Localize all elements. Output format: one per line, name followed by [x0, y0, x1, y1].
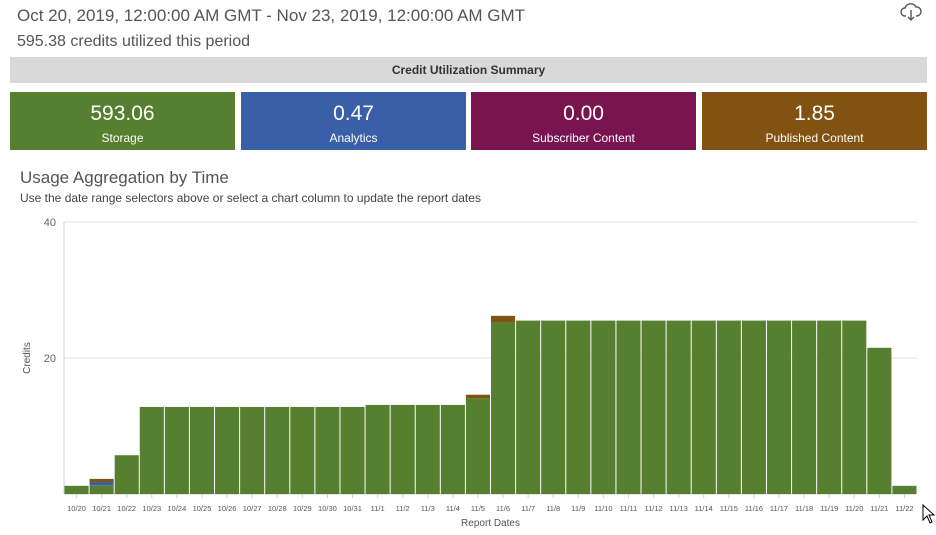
subscriber-content-tile[interactable]: 0.00 Subscriber Content	[471, 92, 696, 150]
bar-storage	[415, 404, 440, 494]
bar-published-content	[89, 478, 114, 482]
x-tick-label: 10/31	[343, 504, 362, 513]
bar-published-content	[465, 394, 490, 399]
credit-utilization-summary-header: Credit Utilization Summary	[10, 57, 927, 83]
x-tick-label: 11/10	[594, 504, 612, 513]
bar-storage	[867, 347, 892, 494]
x-tick-label: 11/2	[396, 504, 410, 513]
x-tick-label: 10/28	[268, 504, 287, 513]
published-content-tile[interactable]: 1.85 Published Content	[702, 92, 927, 150]
bar-storage	[440, 404, 465, 494]
bar-storage	[89, 485, 114, 494]
analytics-label: Analytics	[329, 131, 378, 145]
x-tick-label: 11/22	[895, 504, 913, 513]
bar-storage	[541, 320, 566, 494]
bar-storage	[164, 406, 189, 494]
bar-storage	[315, 406, 340, 494]
storage-tile[interactable]: 593.06 Storage	[10, 92, 235, 150]
storage-label: Storage	[101, 131, 144, 145]
bar-storage	[265, 406, 290, 494]
published-content-label: Published Content	[765, 131, 864, 145]
bar-storage	[842, 320, 867, 494]
analytics-tile[interactable]: 0.47 Analytics	[241, 92, 466, 150]
subscriber-content-value: 0.00	[563, 102, 604, 125]
bar-storage	[741, 320, 766, 494]
bar-storage	[817, 320, 842, 494]
x-tick-label: 11/19	[820, 504, 838, 513]
x-tick-label: 11/13	[670, 504, 688, 513]
bar-storage	[465, 398, 490, 494]
x-tick-label: 11/4	[446, 504, 460, 513]
bar-storage	[390, 404, 415, 494]
x-tick-label: 11/20	[845, 504, 863, 513]
bar-analytics	[89, 481, 114, 486]
bar-storage	[365, 404, 390, 494]
bar-storage	[290, 406, 315, 494]
x-tick-label: 11/1	[371, 504, 385, 513]
bar-storage	[716, 320, 741, 494]
x-tick-label: 11/6	[496, 504, 510, 513]
x-tick-label: 11/21	[870, 504, 888, 513]
x-tick-label: 11/9	[571, 504, 585, 513]
x-tick-label: 11/5	[471, 504, 485, 513]
bar-storage	[641, 320, 666, 494]
x-tick-label: 11/17	[770, 504, 788, 513]
credits-utilized-text: 595.38 credits utilized this period	[17, 33, 251, 50]
x-tick-label: 11/11	[620, 504, 638, 513]
bar-storage	[516, 320, 541, 494]
x-tick-label: 11/16	[745, 504, 763, 513]
x-axis-label: Report Dates	[461, 518, 520, 529]
bar-storage	[666, 320, 691, 494]
x-tick-label: 11/15	[720, 504, 738, 513]
x-tick-label: 10/26	[218, 504, 237, 513]
bar-storage	[766, 320, 792, 494]
bar-storage	[616, 320, 641, 494]
x-tick-label: 11/8	[546, 504, 560, 513]
bar-storage	[591, 320, 616, 494]
y-axis-label: Credits	[22, 342, 33, 374]
bar-storage	[340, 406, 365, 494]
mouse-pointer-icon	[922, 503, 936, 529]
x-tick-label: 11/14	[695, 504, 713, 513]
x-tick-label: 10/27	[243, 504, 262, 513]
x-tick-label: 10/20	[67, 504, 86, 513]
report-date-range: Oct 20, 2019, 12:00:00 AM GMT - Nov 23, …	[17, 6, 526, 25]
x-tick-label: 10/21	[92, 504, 111, 513]
bar-storage	[215, 406, 240, 494]
subscriber-content-label: Subscriber Content	[532, 131, 635, 145]
x-tick-label: 10/30	[318, 504, 337, 513]
bar-storage	[189, 406, 215, 494]
x-tick-label: 10/29	[293, 504, 312, 513]
bar-storage	[64, 485, 89, 494]
y-tick-label: 40	[44, 217, 56, 229]
x-tick-label: 11/3	[421, 504, 435, 513]
x-tick-label: 10/24	[168, 504, 187, 513]
x-tick-label: 10/25	[193, 504, 212, 513]
published-content-value: 1.85	[794, 102, 835, 125]
storage-value: 593.06	[90, 102, 155, 125]
chart-subtitle: Use the date range selectors above or se…	[20, 191, 481, 205]
x-tick-label: 11/18	[795, 504, 813, 513]
chart-title: Usage Aggregation by Time	[20, 168, 229, 187]
bar-storage	[792, 320, 817, 494]
bar-storage	[139, 406, 164, 494]
bar-storage	[240, 406, 265, 494]
bar-storage	[491, 321, 516, 494]
x-tick-label: 11/12	[644, 504, 662, 513]
bar-storage	[114, 455, 139, 494]
bar-storage	[892, 485, 917, 494]
bar-storage	[566, 320, 591, 494]
bar-storage	[691, 320, 716, 494]
x-tick-label: 10/22	[117, 504, 136, 513]
x-tick-label: 10/23	[142, 504, 161, 513]
x-tick-label: 11/7	[521, 504, 535, 513]
analytics-value: 0.47	[333, 102, 374, 125]
cloud-download-icon[interactable]	[900, 2, 922, 22]
bar-published-content	[491, 315, 516, 322]
y-tick-label: 20	[44, 353, 56, 365]
